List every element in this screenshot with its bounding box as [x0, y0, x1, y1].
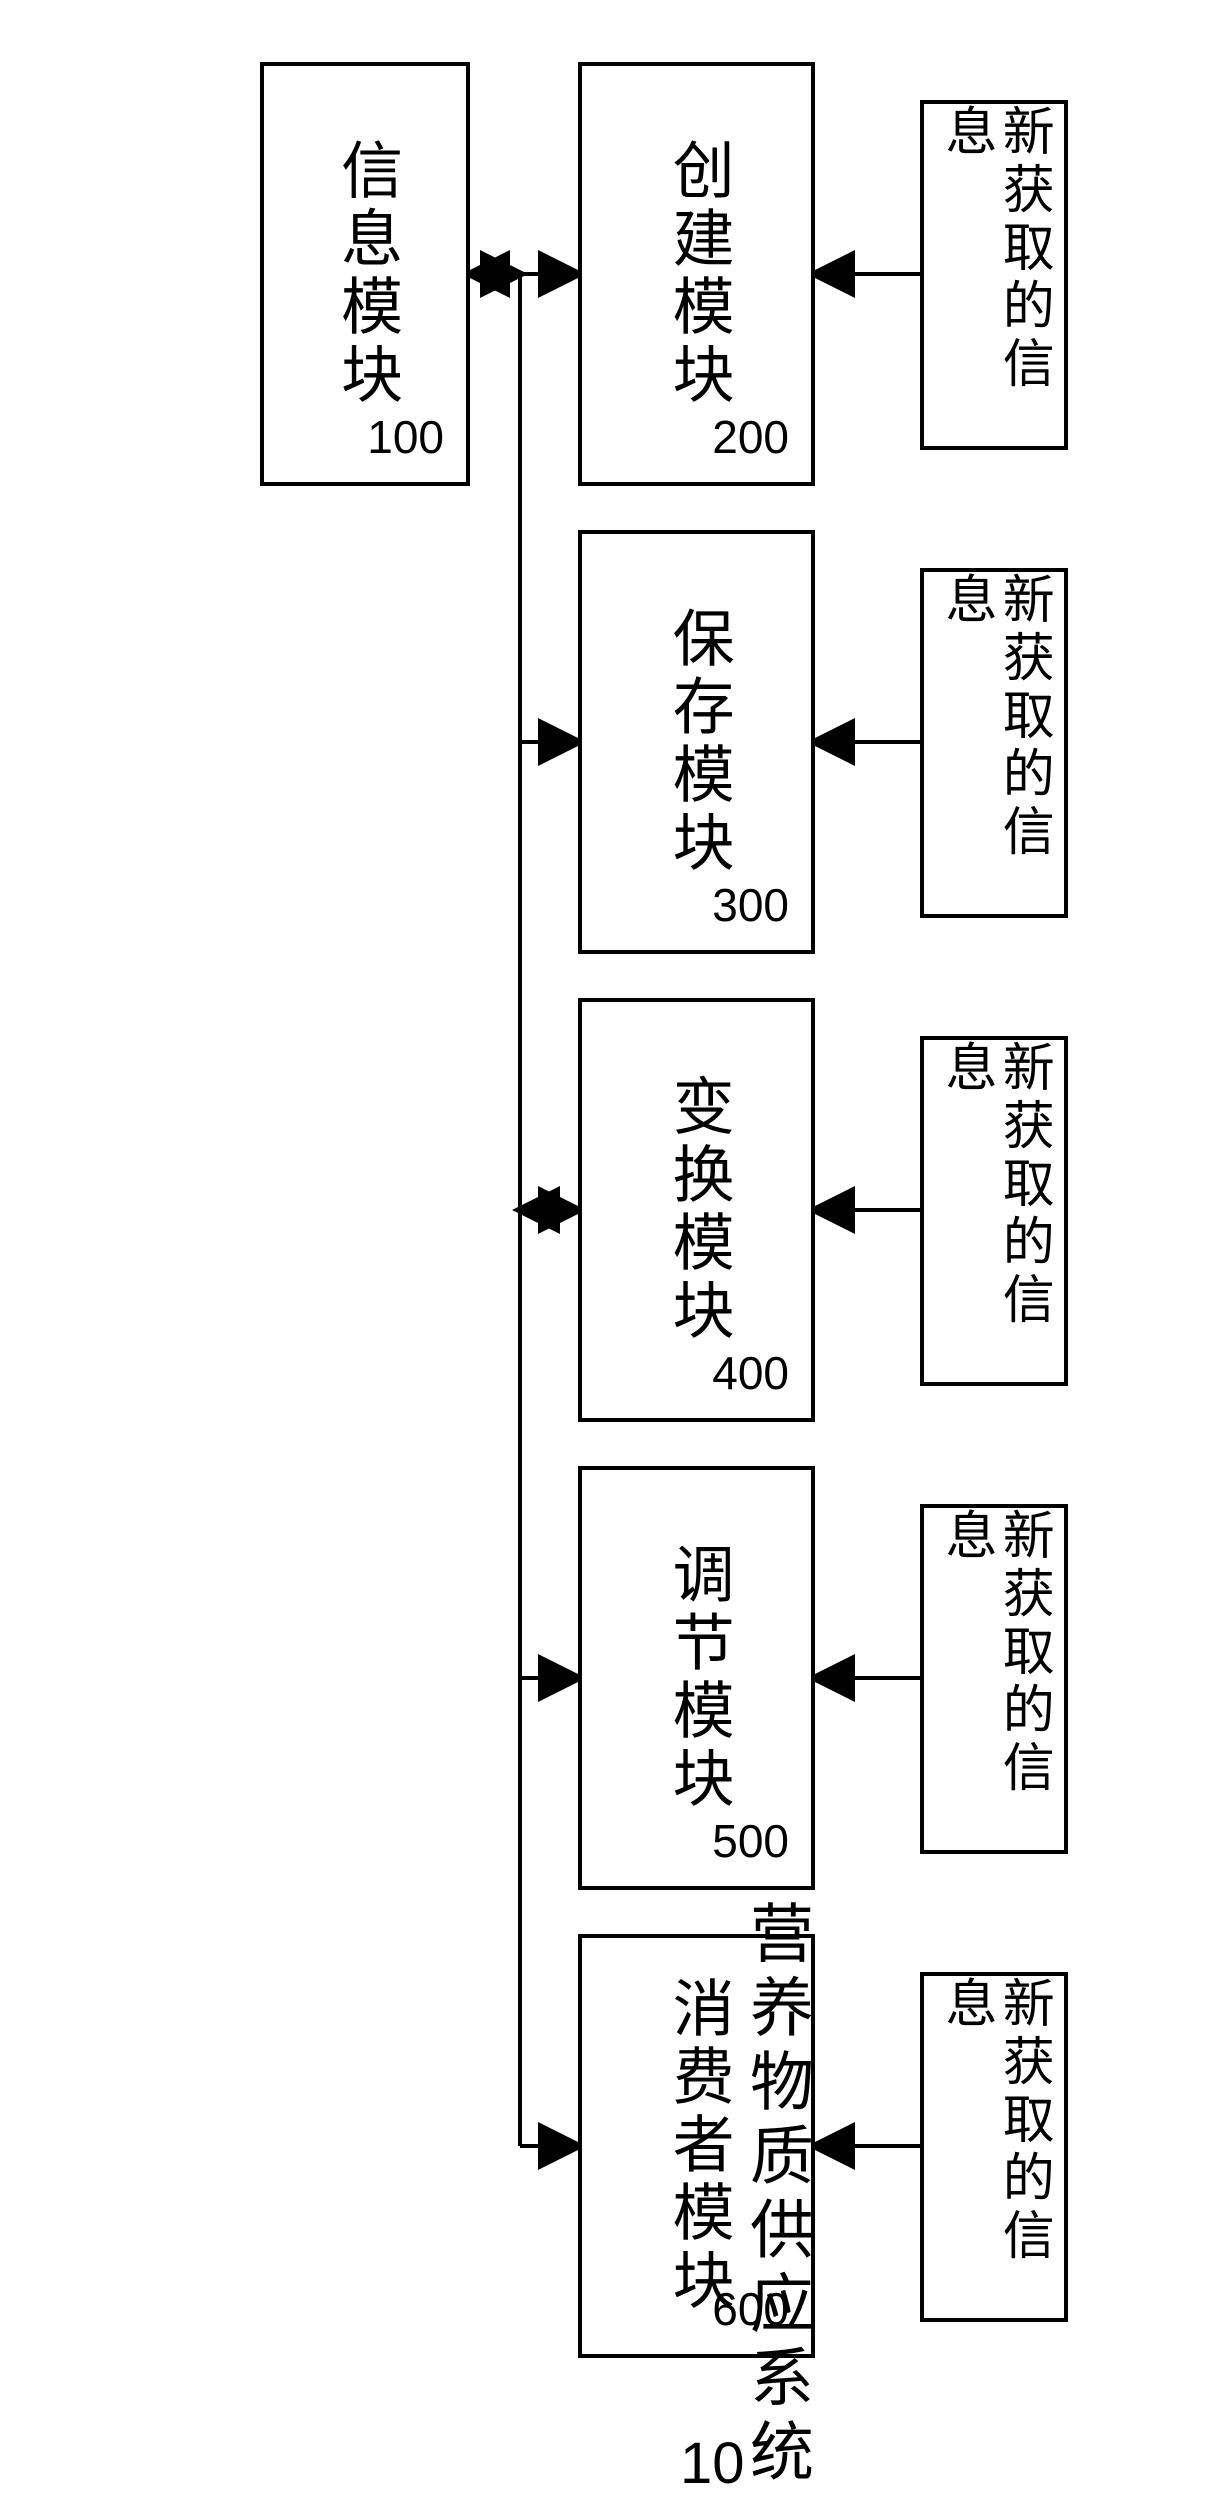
new-info-box: 新获取的信息: [920, 1972, 1068, 2322]
new-info-label: 新获取的信息: [937, 1040, 1051, 1382]
transform-module-label: 变换模块: [662, 1074, 730, 1346]
condition-module-number: 500: [712, 1814, 789, 1868]
transform-module-box: 变换模块 400: [578, 998, 815, 1422]
transform-module-number: 400: [712, 1346, 789, 1400]
create-module-number: 200: [712, 410, 789, 464]
info-module-box: 信息模块 100: [260, 62, 470, 486]
preserve-module-box: 保存模块 300: [578, 530, 815, 954]
new-info-box: 新获取的信息: [920, 1504, 1068, 1854]
diagram-canvas: 信息模块 100 创建模块 200 保存模块 300 变换模块 400 调节模块…: [0, 0, 1230, 2501]
new-info-label: 新获取的信息: [937, 1976, 1051, 2318]
preserve-module-number: 300: [712, 878, 789, 932]
condition-module-box: 调节模块 500: [578, 1466, 815, 1890]
new-info-box: 新获取的信息: [920, 100, 1068, 450]
info-module-label: 信息模块: [331, 138, 399, 410]
info-module-number: 100: [367, 410, 444, 464]
create-module-label: 创建模块: [662, 138, 730, 410]
diagram-title-number: 10: [680, 2430, 745, 2497]
new-info-box: 新获取的信息: [920, 1036, 1068, 1386]
create-module-box: 创建模块 200: [578, 62, 815, 486]
new-info-box: 新获取的信息: [920, 568, 1068, 918]
preserve-module-label: 保存模块: [662, 606, 730, 878]
new-info-label: 新获取的信息: [937, 572, 1051, 914]
new-info-label: 新获取的信息: [937, 1508, 1051, 1850]
consumer-module-label: 消费者模块: [662, 1976, 730, 2316]
diagram-title: 营养物质供应系统: [730, 1900, 822, 2492]
new-info-label: 新获取的信息: [937, 104, 1051, 446]
condition-module-label: 调节模块: [662, 1542, 730, 1814]
